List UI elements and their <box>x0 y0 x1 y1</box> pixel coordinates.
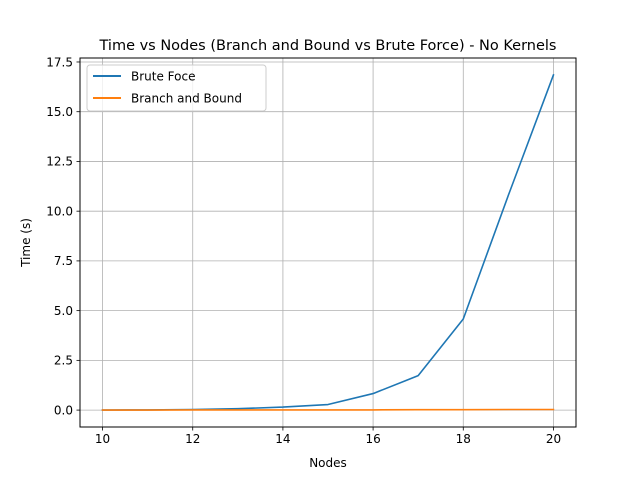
x-tick-label: 20 <box>546 432 561 446</box>
series-line-branch-and-bound <box>101 408 555 411</box>
y-tick-label: 10.0 <box>46 204 73 218</box>
x-axis-label: Nodes <box>309 456 347 470</box>
x-axis-ticks: 10 12 14 16 18 20 <box>95 427 561 446</box>
plot-area-frame <box>79 57 577 428</box>
y-tick-label: 0.0 <box>54 403 73 417</box>
chart-title: Time vs Nodes (Branch and Bound vs Brute… <box>99 38 557 54</box>
y-tick-label: 17.5 <box>46 55 73 69</box>
y-tick-label: 12.5 <box>46 155 73 169</box>
x-tick-label: 16 <box>365 432 380 446</box>
y-tick-label: 2.5 <box>54 354 73 368</box>
y-tick-label: 15.0 <box>46 105 73 119</box>
legend: Brute Foce Branch and Bound <box>86 64 267 112</box>
x-tick-label: 12 <box>185 432 200 446</box>
grid-lines <box>80 58 576 427</box>
x-tick-label: 14 <box>275 432 290 446</box>
legend-label-branch-and-bound: Branch and Bound <box>131 92 242 106</box>
x-tick-label: 18 <box>456 432 471 446</box>
y-tick-label: 7.5 <box>54 254 73 268</box>
plot-series <box>101 73 555 411</box>
y-axis-label: Time (s) <box>19 218 33 268</box>
x-tick-label: 10 <box>95 432 110 446</box>
y-tick-label: 5.0 <box>54 304 73 318</box>
legend-label-brute-force: Brute Foce <box>131 70 195 84</box>
y-axis-ticks: 0.0 2.5 5.0 7.5 10.0 12.5 15.0 17.5 <box>46 55 80 417</box>
legend-box <box>86 64 267 112</box>
